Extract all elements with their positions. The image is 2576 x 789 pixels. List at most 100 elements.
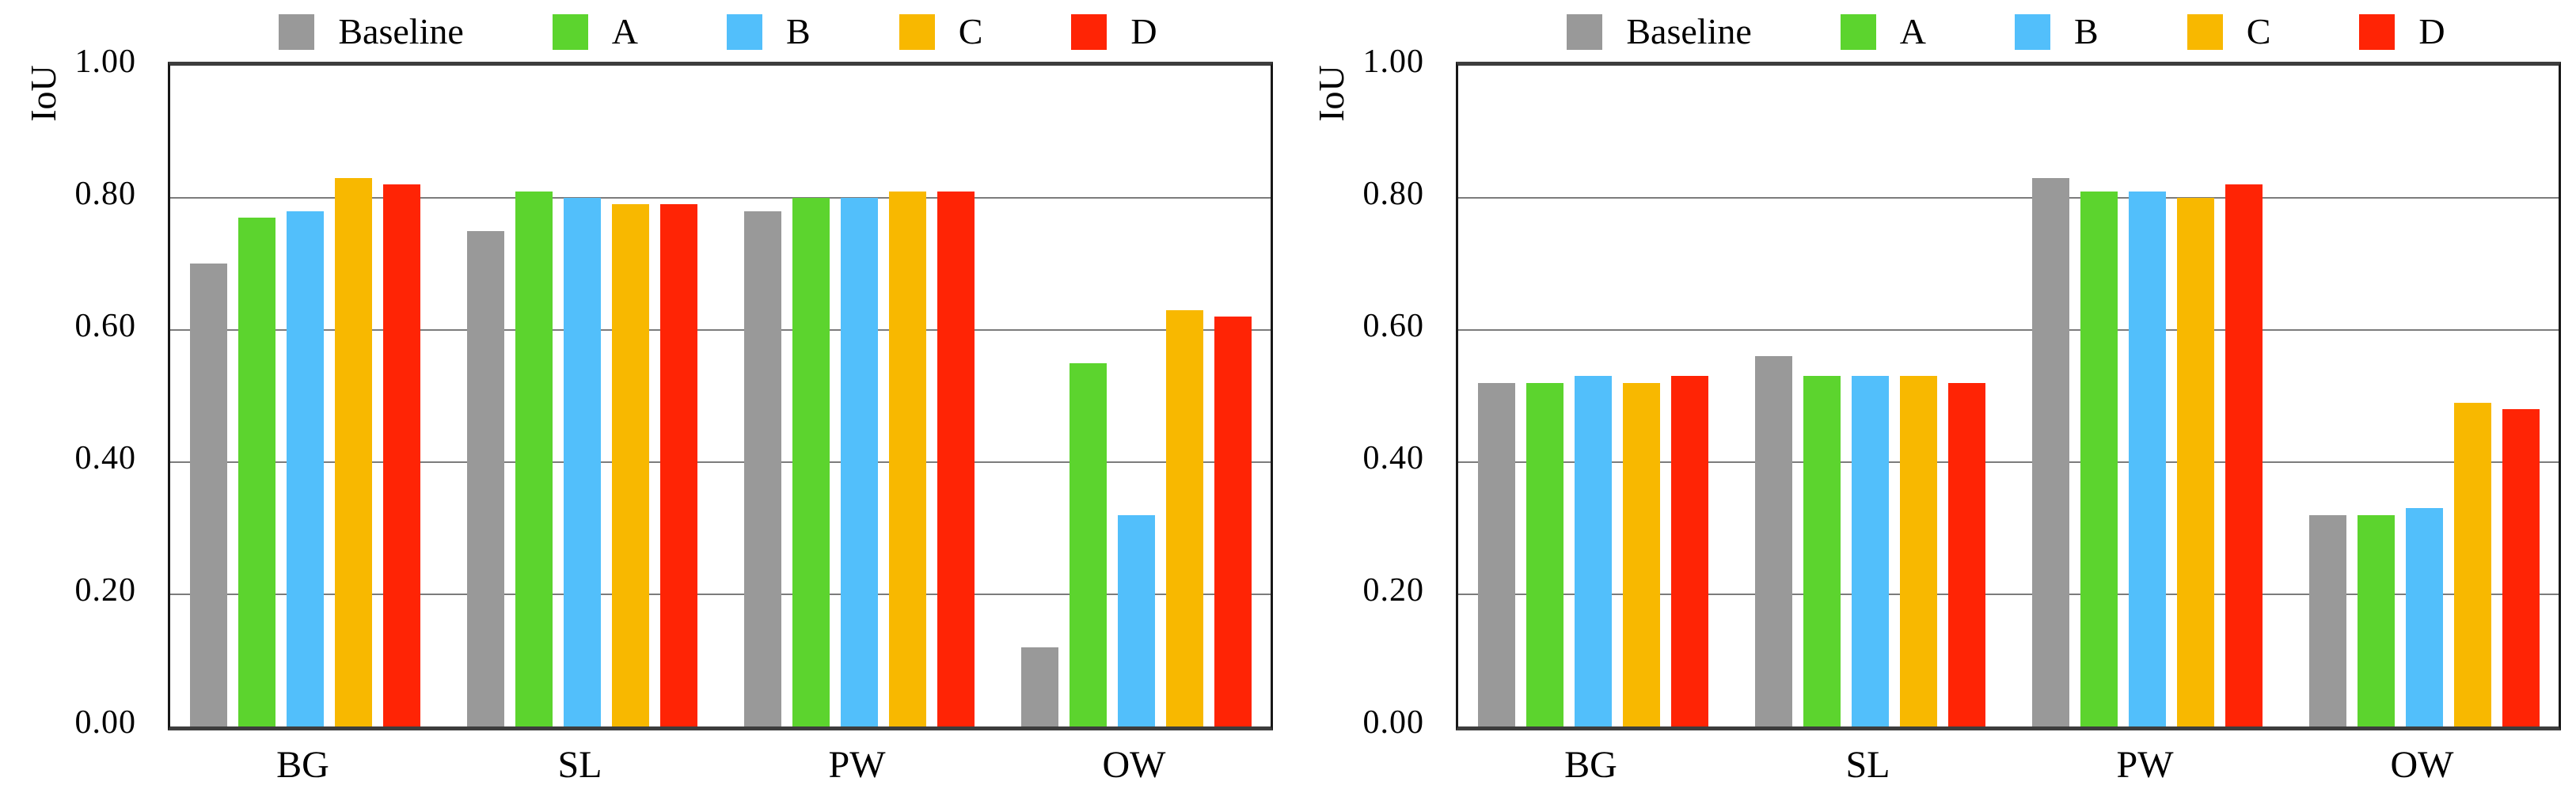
legend-item-A: A bbox=[1840, 9, 1927, 54]
legend-swatch bbox=[2015, 13, 2051, 50]
legend-item-C: C bbox=[899, 9, 983, 54]
bar-PW-C bbox=[889, 192, 926, 726]
bar-SL-Baseline bbox=[467, 231, 504, 726]
bar-PW-B bbox=[841, 198, 878, 726]
gridline bbox=[1458, 329, 2559, 331]
x-tick-label-PW: PW bbox=[828, 744, 886, 786]
legend-label: Baseline bbox=[338, 11, 464, 51]
y-tick-label: 0.20 bbox=[74, 572, 136, 609]
legend-label: A bbox=[1899, 11, 1927, 51]
legend-label: A bbox=[611, 11, 639, 51]
gridline bbox=[170, 461, 1271, 463]
legend-item-B: B bbox=[2015, 9, 2099, 54]
bar-OW-Baseline bbox=[1021, 647, 1058, 726]
bar-BG-D bbox=[383, 184, 420, 726]
x-tick-label-SL: SL bbox=[557, 744, 602, 786]
legend-swatch bbox=[2359, 13, 2396, 50]
bar-SL-D bbox=[660, 204, 697, 726]
legend: Baseline A B C D bbox=[1456, 6, 2556, 57]
legend-swatch bbox=[1567, 13, 1603, 50]
y-tick-label: 0.00 bbox=[1362, 704, 1424, 741]
legend-swatch bbox=[727, 13, 763, 50]
x-tick-label-BG: BG bbox=[1564, 744, 1617, 786]
bar-BG-C bbox=[1623, 383, 1660, 726]
bar-SL-A bbox=[515, 192, 553, 726]
bar-OW-B bbox=[2406, 508, 2443, 726]
bar-BG-B bbox=[287, 211, 324, 726]
bar-SL-C bbox=[612, 204, 649, 726]
bar-BG-Baseline bbox=[190, 264, 227, 726]
legend-swatch bbox=[899, 13, 935, 50]
legend-swatch bbox=[279, 13, 315, 50]
bar-SL-Baseline bbox=[1755, 356, 1792, 726]
legend-label: B bbox=[2074, 11, 2099, 51]
y-tick-label: 0.40 bbox=[1362, 440, 1424, 476]
bar-SL-B bbox=[564, 198, 601, 726]
y-tick-label: 0.00 bbox=[74, 704, 136, 741]
bar-SL-B bbox=[1852, 376, 1889, 726]
y-tick-label: 0.40 bbox=[74, 440, 136, 476]
y-tick-label: 1.00 bbox=[74, 44, 136, 80]
bar-OW-A bbox=[1070, 363, 1107, 726]
legend-label: Baseline bbox=[1626, 11, 1752, 51]
gridline bbox=[170, 594, 1271, 595]
legend-label: B bbox=[786, 11, 811, 51]
legend: Baseline A B C D bbox=[168, 6, 1268, 57]
legend-label: D bbox=[2418, 11, 2445, 51]
legend-item-C: C bbox=[2187, 9, 2271, 54]
y-tick-label: 0.20 bbox=[1362, 572, 1424, 609]
plot-area bbox=[168, 62, 1273, 730]
bar-BG-D bbox=[1671, 376, 1708, 726]
x-tick-label-BG: BG bbox=[276, 744, 329, 786]
legend-label: C bbox=[958, 11, 983, 51]
legend-item-A: A bbox=[552, 9, 639, 54]
x-tick-label-PW: PW bbox=[2116, 744, 2174, 786]
bar-PW-Baseline bbox=[2032, 178, 2069, 726]
bar-PW-A bbox=[792, 198, 830, 726]
bar-OW-Baseline bbox=[2309, 515, 2346, 726]
bar-BG-A bbox=[1526, 383, 1563, 726]
legend-item-D: D bbox=[1071, 9, 1157, 54]
bar-SL-C bbox=[1900, 376, 1937, 726]
y-tick-label: 0.80 bbox=[1362, 176, 1424, 212]
bar-BG-A bbox=[238, 218, 275, 726]
y-tick-label: 1.00 bbox=[1362, 44, 1424, 80]
y-tick-label: 0.60 bbox=[74, 308, 136, 344]
bar-OW-C bbox=[2454, 403, 2491, 726]
bar-OW-D bbox=[1214, 317, 1252, 726]
bar-OW-C bbox=[1166, 310, 1203, 726]
bar-SL-D bbox=[1948, 383, 1985, 726]
legend-label: D bbox=[1130, 11, 1157, 51]
bar-BG-C bbox=[335, 178, 372, 726]
legend-item-Baseline: Baseline bbox=[279, 9, 464, 54]
legend-swatch bbox=[2187, 13, 2223, 50]
bar-PW-Baseline bbox=[744, 211, 781, 726]
chart-right: Baseline A B C D IoU 0.00 0.20 0.40 0.60 0.80 1.0… bbox=[1288, 0, 2576, 789]
legend-swatch bbox=[1840, 13, 1876, 50]
gridline bbox=[170, 197, 1271, 199]
bar-OW-B bbox=[1118, 515, 1155, 726]
legend-label: C bbox=[2246, 11, 2271, 51]
bar-PW-B bbox=[2129, 192, 2166, 726]
legend-item-D: D bbox=[2359, 9, 2445, 54]
legend-swatch bbox=[1071, 13, 1108, 50]
bar-OW-D bbox=[2502, 409, 2540, 726]
y-tick-label: 0.60 bbox=[1362, 308, 1424, 344]
bar-SL-A bbox=[1803, 376, 1841, 726]
x-tick-label-SL: SL bbox=[1845, 744, 1890, 786]
bar-PW-C bbox=[2177, 198, 2214, 726]
y-tick-label: 0.80 bbox=[74, 176, 136, 212]
x-tick-label-OW: OW bbox=[2390, 744, 2454, 786]
x-tick-label-OW: OW bbox=[1102, 744, 1166, 786]
legend-item-B: B bbox=[727, 9, 811, 54]
gridline bbox=[170, 329, 1271, 331]
bar-OW-A bbox=[2358, 515, 2395, 726]
gridline bbox=[1458, 461, 2559, 463]
bar-PW-D bbox=[937, 192, 975, 726]
gridline bbox=[1458, 197, 2559, 199]
chart-left: Baseline A B C D IoU 0.00 0.20 0.40 0.60 0.80 1.0… bbox=[23, 6, 1273, 786]
bar-PW-D bbox=[2225, 184, 2263, 726]
legend-swatch bbox=[552, 13, 588, 50]
gridline bbox=[1458, 594, 2559, 595]
